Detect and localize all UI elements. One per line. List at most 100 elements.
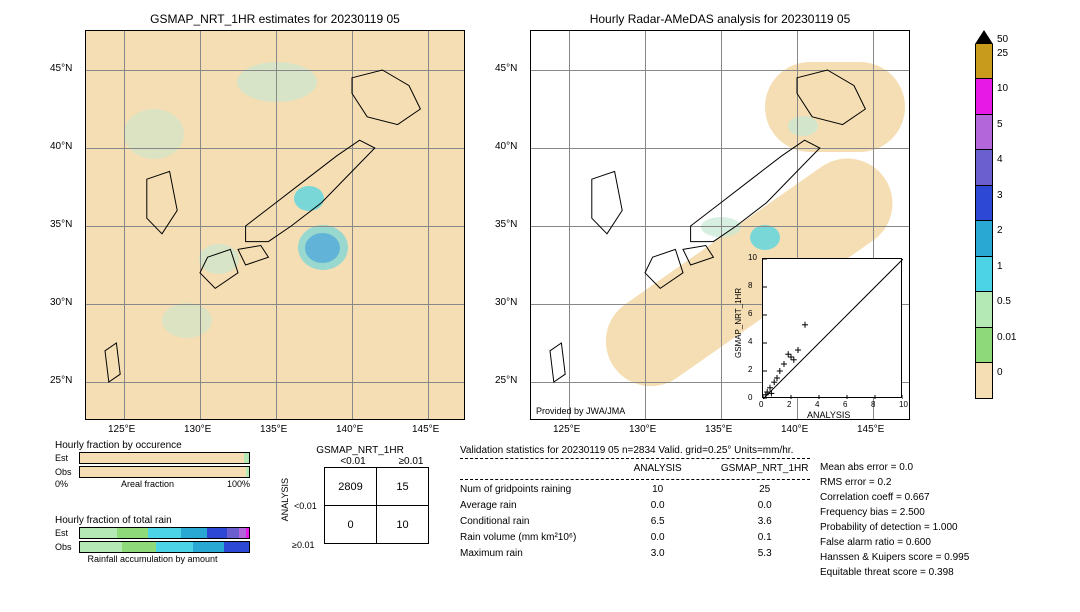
stats-row-label: Average rain xyxy=(460,498,596,514)
stats-val-gsmap: 5.3 xyxy=(719,546,810,562)
metric-line: RMS error = 0.2 xyxy=(820,475,969,490)
colorbar-seg xyxy=(975,363,993,398)
right-map-title: Hourly Radar-AMeDAS analysis for 2023011… xyxy=(530,12,910,26)
colorbar-seg xyxy=(975,292,993,327)
ct-col1: ≥0.01 xyxy=(382,456,440,467)
hbar-seg xyxy=(117,528,147,538)
lat-tick: 45°N xyxy=(495,63,517,74)
stats-row: Rain volume (mm km²10⁶)0.00.1 xyxy=(460,530,810,546)
colorbar-label: 4 xyxy=(997,154,1003,165)
hbar-totalrain: Hourly fraction of total rain EstObs Rai… xyxy=(55,515,250,564)
hbar-seg xyxy=(207,528,227,538)
hbar-seg xyxy=(80,467,246,477)
stats-val-analysis: 3.0 xyxy=(626,546,689,562)
lat-tick: 35°N xyxy=(50,219,72,230)
inset-xtick: 6 xyxy=(843,400,847,409)
inset-ytick: 2 xyxy=(748,365,752,374)
lon-tick: 140°E xyxy=(781,424,808,435)
hbar xyxy=(79,527,250,539)
colorbar-label: 50 xyxy=(997,34,1008,45)
ct-cell: 15 xyxy=(377,468,429,506)
metrics-list: Mean abs error = 0.0RMS error = 0.2Corre… xyxy=(820,460,969,580)
lon-tick: 125°E xyxy=(108,424,135,435)
hbar-seg xyxy=(148,528,182,538)
colorbar xyxy=(975,30,993,399)
stats-val-gsmap: 0.0 xyxy=(719,498,810,514)
hbar-occurrence: Hourly fraction by occurence Est Obs 0% A… xyxy=(55,440,250,489)
hbar-seg xyxy=(80,453,244,463)
hbar-seg xyxy=(244,453,249,463)
colorbar-seg xyxy=(975,79,993,114)
lon-tick: 145°E xyxy=(412,424,439,435)
hbar xyxy=(79,452,250,464)
contingency-table: GSMAP_NRT_1HR ANALYSIS <0.01 ≥0.01 <0.01… xyxy=(280,445,440,544)
hbar-occ-title: Hourly fraction by occurence xyxy=(55,440,250,451)
lon-tick: 135°E xyxy=(260,424,287,435)
lat-tick: 30°N xyxy=(50,297,72,308)
hbar-seg xyxy=(227,528,239,538)
metric-line: Equitable threat score = 0.398 xyxy=(820,565,969,580)
hbar-seg xyxy=(80,528,117,538)
hbar-row-label: Est xyxy=(55,453,79,463)
stats-val-analysis: 6.5 xyxy=(626,514,689,530)
lat-tick: 40°N xyxy=(50,141,72,152)
hbar-seg xyxy=(224,542,249,552)
inset-xtick: 8 xyxy=(871,400,875,409)
colorbar-triangle xyxy=(975,30,993,44)
colorbar-label: 10 xyxy=(997,83,1008,94)
left-map-title: GSMAP_NRT_1HR estimates for 20230119 05 xyxy=(85,12,465,26)
colorbar-label: 2 xyxy=(997,225,1003,236)
stats-val-analysis: 0.0 xyxy=(626,530,689,546)
hbar-occ-xlabel: Areal fraction xyxy=(121,479,174,489)
colorbar-label: 25 xyxy=(997,48,1008,59)
colorbar-seg xyxy=(975,257,993,292)
hbar-tr-title: Hourly fraction of total rain xyxy=(55,515,250,526)
lat-tick: 25°N xyxy=(495,375,517,386)
hbar-occ-xleft: 0% xyxy=(55,479,68,489)
stats-val-analysis: 0.0 xyxy=(626,498,689,514)
metric-line: Frequency bias = 2.500 xyxy=(820,505,969,520)
inset-xtick: 0 xyxy=(759,400,763,409)
stats-row: Conditional rain6.53.6 xyxy=(460,514,810,530)
inset-ylabel: GSMAP_NRT_1HR xyxy=(734,288,743,358)
inset-xlabel: ANALYSIS xyxy=(807,410,850,420)
colorbar-label: 0.01 xyxy=(997,332,1016,343)
colorbar-label: 3 xyxy=(997,190,1003,201)
inset-ytick: 8 xyxy=(748,281,752,290)
lon-tick: 130°E xyxy=(184,424,211,435)
validation-stats: Validation statistics for 20230119 05 n=… xyxy=(460,445,810,562)
lon-tick: 130°E xyxy=(629,424,656,435)
stats-row-label: Maximum rain xyxy=(460,546,596,562)
hbar-seg xyxy=(156,542,193,552)
stats-title: Validation statistics for 20230119 05 n=… xyxy=(460,445,810,456)
hbar-seg xyxy=(246,467,249,477)
colorbar-seg xyxy=(975,44,993,79)
hbar-row-label: Obs xyxy=(55,467,79,477)
metric-line: Probability of detection = 1.000 xyxy=(820,520,969,535)
ct-cell: 2809 xyxy=(325,468,377,506)
provided-by: Provided by JWA/JMA xyxy=(536,406,625,416)
ct-col0: <0.01 xyxy=(324,456,382,467)
inset-xtick: 4 xyxy=(815,400,819,409)
stats-val-gsmap: 25 xyxy=(719,482,810,498)
colorbar-label: 5 xyxy=(997,119,1003,130)
lat-tick: 35°N xyxy=(495,219,517,230)
colorbar-seg xyxy=(975,150,993,185)
metric-line: Mean abs error = 0.0 xyxy=(820,460,969,475)
stats-row: Num of gridpoints raining1025 xyxy=(460,482,810,498)
colorbar-label: 0 xyxy=(997,367,1003,378)
stats-row: Average rain 0.0 0.0 xyxy=(460,498,810,514)
lat-tick: 40°N xyxy=(495,141,517,152)
inset-xtick: 2 xyxy=(787,400,791,409)
lat-tick: 25°N xyxy=(50,375,72,386)
colorbar-seg xyxy=(975,186,993,221)
hbar-seg xyxy=(80,542,122,552)
stats-val-gsmap: 0.1 xyxy=(719,530,810,546)
ct-row1-label: ≥0.01 xyxy=(292,540,314,550)
lon-tick: 125°E xyxy=(553,424,580,435)
colorbar-label: 0.5 xyxy=(997,296,1011,307)
inset-ytick: 0 xyxy=(748,393,752,402)
hbar xyxy=(79,466,250,478)
metric-line: False alarm ratio = 0.600 xyxy=(820,535,969,550)
inset-xtick: 10 xyxy=(899,400,908,409)
